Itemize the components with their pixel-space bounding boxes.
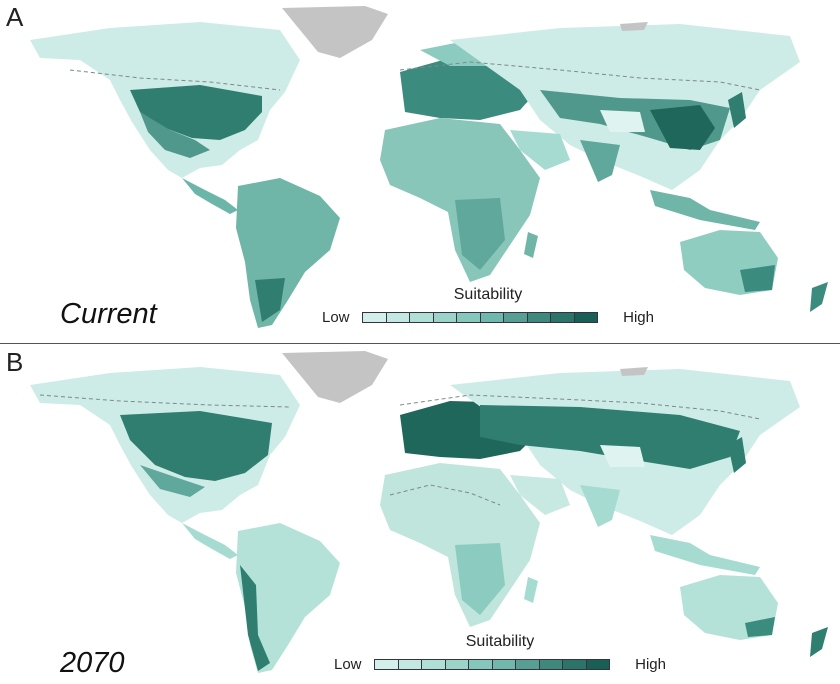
suitability-legend: Suitability Low High xyxy=(330,633,670,673)
greenland-ice xyxy=(282,6,388,58)
central-america xyxy=(182,178,238,214)
world-map-current xyxy=(30,6,828,328)
panel-letter: B xyxy=(6,347,24,377)
south-america xyxy=(236,523,340,673)
central-america xyxy=(182,523,238,559)
legend-swatch-6 xyxy=(480,313,504,322)
continents xyxy=(30,351,828,673)
legend-high-label: High xyxy=(623,309,654,326)
legend-swatch-10 xyxy=(574,313,597,322)
legend-swatch-5 xyxy=(469,660,493,669)
legend-swatch-7 xyxy=(504,313,528,322)
legend-swatch-1 xyxy=(363,313,387,322)
legend-swatch-1 xyxy=(375,660,399,669)
boundary-line xyxy=(69,61,761,91)
legend-low-label: Low xyxy=(322,309,350,326)
continents xyxy=(30,6,828,328)
legend-swatch-10 xyxy=(586,660,609,669)
world-map-2070 xyxy=(30,351,828,673)
legend-swatch-7 xyxy=(516,660,540,669)
legend-swatch-9 xyxy=(551,313,575,322)
scenario-label: Current xyxy=(60,298,157,330)
legend-swatch-4 xyxy=(445,660,469,669)
legend-title: Suitability xyxy=(453,286,523,303)
legend-low-label: Low xyxy=(334,656,362,673)
legend-color-bar xyxy=(362,312,598,323)
legend-swatch-4 xyxy=(433,313,457,322)
legend-swatch-5 xyxy=(457,313,481,322)
panel-2070: B 2070 Suitability Low High xyxy=(0,345,840,684)
legend-swatch-3 xyxy=(422,660,446,669)
scenario-label: 2070 xyxy=(60,647,125,679)
greenland-ice xyxy=(282,351,388,403)
legend-swatch-6 xyxy=(492,660,516,669)
legend-swatch-8 xyxy=(539,660,563,669)
legend-swatch-9 xyxy=(563,660,587,669)
panel-letter: A xyxy=(6,2,24,32)
legend-color-bar xyxy=(374,659,610,670)
boundary-line xyxy=(39,394,761,506)
legend-swatch-2 xyxy=(398,660,422,669)
legend-swatch-8 xyxy=(527,313,551,322)
legend-swatch-3 xyxy=(410,313,434,322)
suitability-legend: Suitability Low High xyxy=(318,286,658,326)
panel-current: A Current Suitability Low High xyxy=(6,2,828,330)
legend-swatch-2 xyxy=(386,313,410,322)
legend-high-label: High xyxy=(635,656,666,673)
panel-divider xyxy=(0,343,840,344)
legend-title: Suitability xyxy=(465,633,535,650)
